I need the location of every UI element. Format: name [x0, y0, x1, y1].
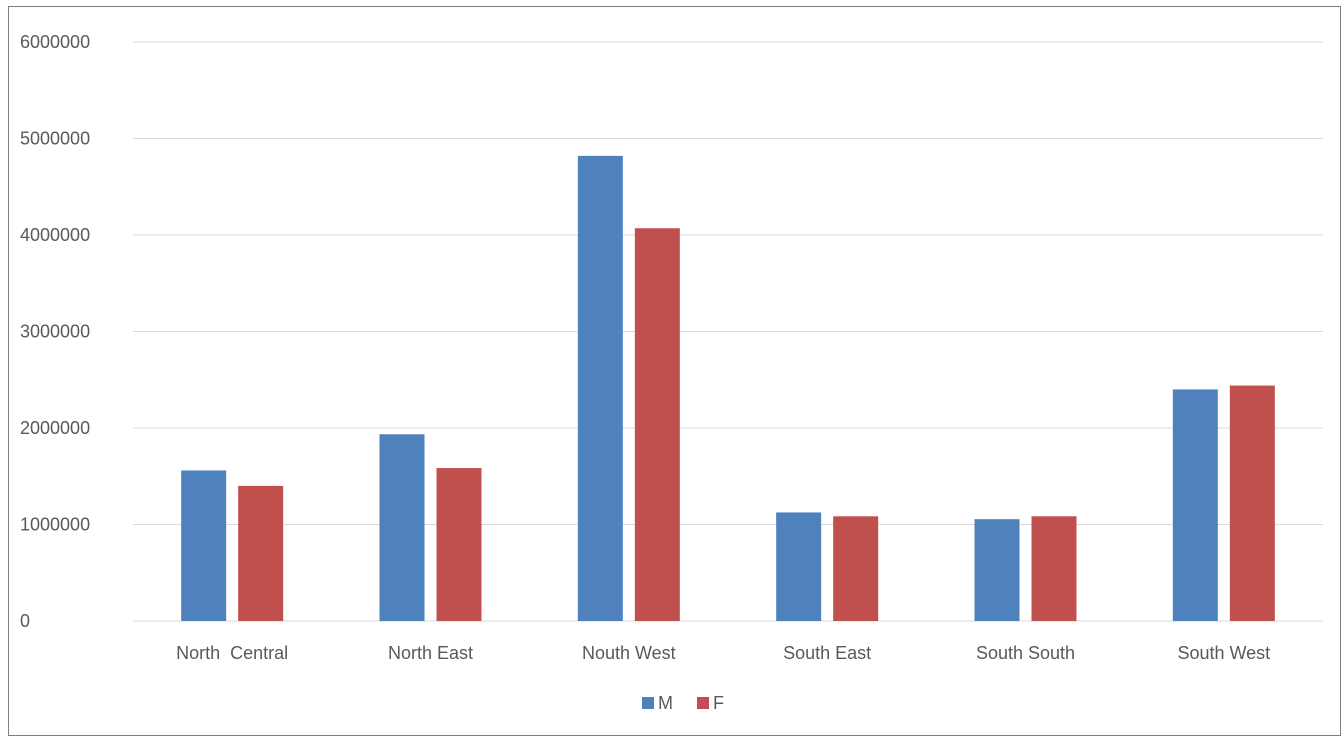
x-tick-label: Nouth West [582, 643, 676, 663]
bar-f [634, 228, 680, 621]
bar-m [181, 470, 227, 621]
x-tick-label: South East [783, 643, 871, 663]
bar-m [776, 512, 822, 621]
bar-f [1031, 516, 1077, 621]
x-tick-label: North Central [176, 643, 288, 663]
legend-swatch-m [642, 697, 654, 709]
bar-f [833, 516, 879, 621]
bar-f [436, 468, 482, 621]
x-tick-label: South West [1177, 643, 1270, 663]
x-tick-label: North East [388, 643, 473, 663]
bar-f [238, 485, 284, 621]
bar-m [379, 434, 425, 621]
y-tick-label: 5000000 [20, 129, 90, 149]
y-tick-label: 6000000 [20, 32, 90, 52]
y-tick-label: 3000000 [20, 322, 90, 342]
legend-label-m: M [658, 693, 673, 713]
bar-m [1172, 389, 1218, 621]
bar-f [1229, 385, 1275, 621]
y-tick-label: 1000000 [20, 515, 90, 535]
legend-swatch-f [697, 697, 709, 709]
y-tick-label: 4000000 [20, 225, 90, 245]
y-tick-label: 2000000 [20, 418, 90, 438]
y-tick-label: 0 [20, 611, 30, 631]
bar-m [577, 155, 623, 621]
x-tick-label: South South [976, 643, 1075, 663]
bar-m [974, 519, 1020, 621]
legend-label-f: F [713, 693, 724, 713]
